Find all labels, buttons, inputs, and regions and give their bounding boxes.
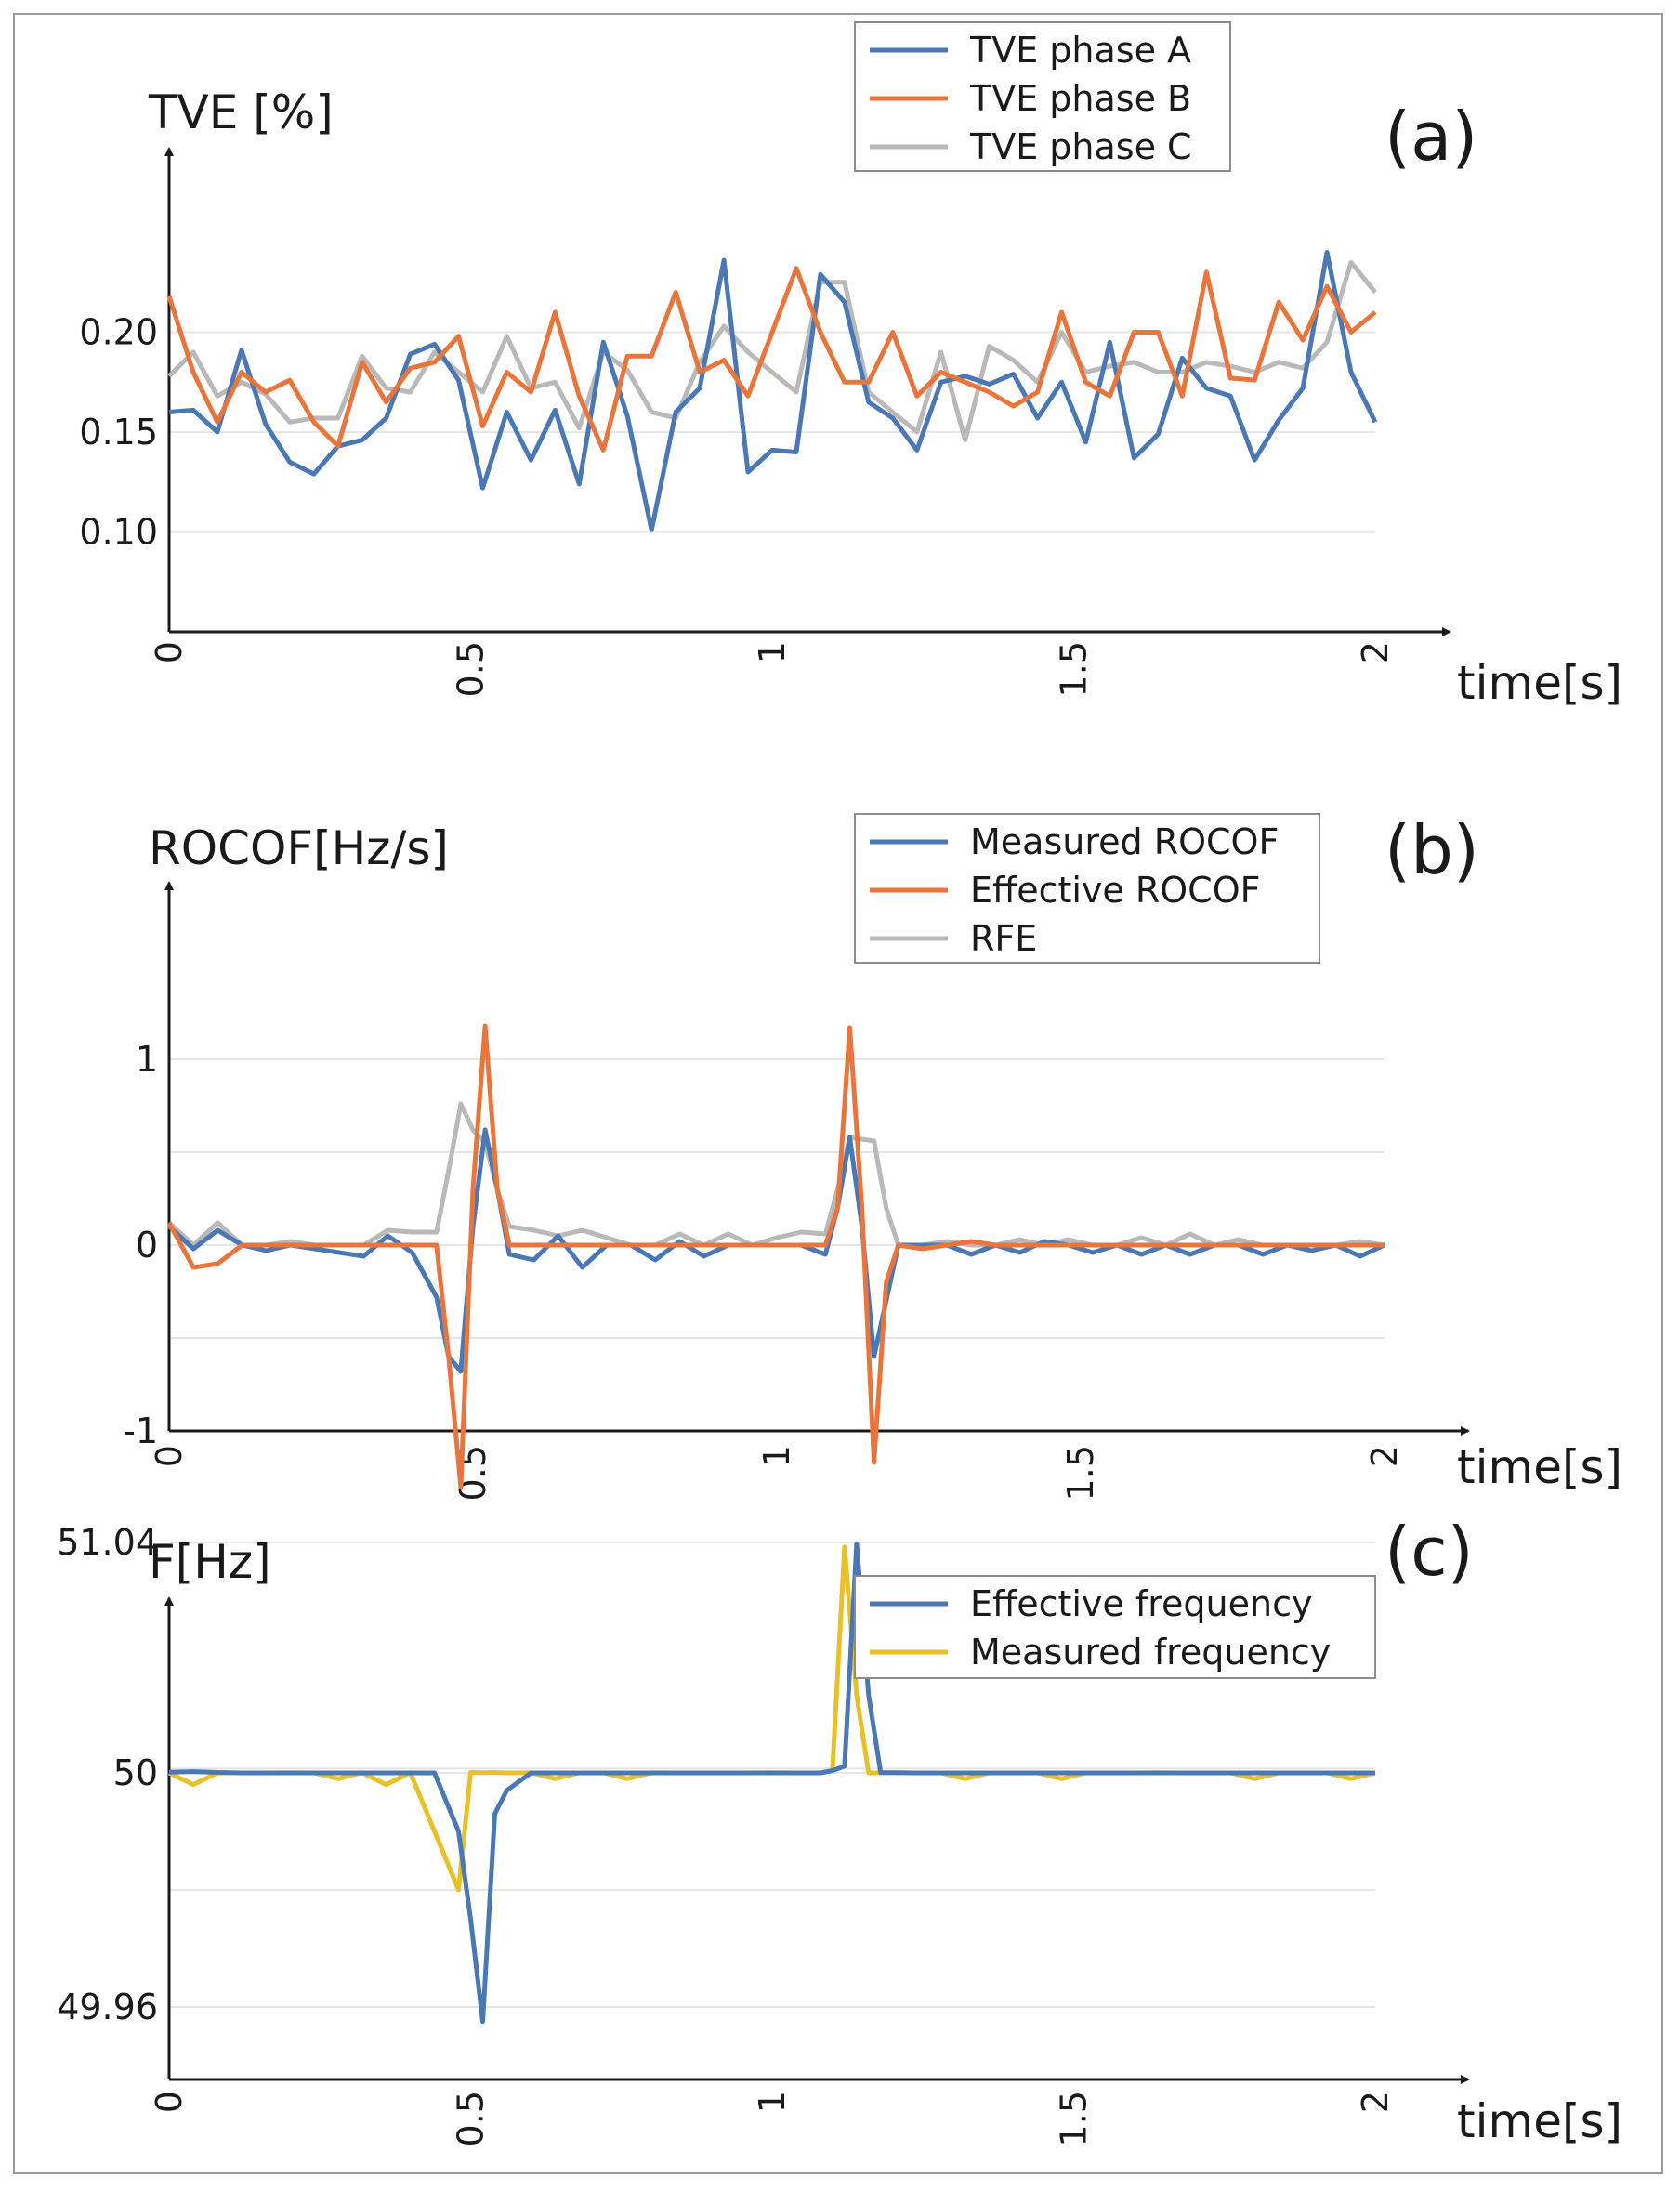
x-tick-label: 1.5 [1054,641,1095,697]
legend-label: TVE phase A [969,30,1191,71]
y-tick-label: 50 [113,1752,158,1793]
x-axis-title: time[s] [1457,656,1622,710]
y-tick-label: 51.04 [57,1522,158,1563]
x-tick-label: 1 [752,641,793,663]
legend-label: RFE [970,918,1037,959]
y-tick-label: 0.20 [79,312,158,353]
series-line-tve-phase-a [168,250,1378,532]
y-tick-label: 0 [136,1225,158,1266]
x-tick-label: 1 [752,2091,793,2113]
y-tick-label: 0.15 [79,412,158,453]
y-tick-label: 49.96 [57,1987,158,2027]
x-axis-title: time[s] [1457,1440,1622,1494]
legend: TVE phase A TVE phase B TVE phase C [854,21,1231,172]
legend-label: Effective ROCOF [970,870,1260,911]
x-tick-label: 2 [1355,641,1396,663]
series-line-rfe [167,1101,1385,1248]
legend-label: Measured ROCOF [970,821,1279,862]
y-tick-label: 0.10 [79,512,158,553]
series-line-tve-phase-b [166,266,1377,453]
chart-panel-0: 0.10 0.15 0.20 0 0.5 1 1.5 2 TVE [%] time[s] (a) TV… [79,21,1622,710]
x-tick-label: 1.5 [1060,1445,1101,1501]
x-tick-label: 0 [149,641,190,663]
legend: Effective frequency Measured frequency [854,1575,1376,1679]
legend-label: Effective frequency [970,1583,1312,1624]
legend: Measured ROCOF Effective ROCOF RFE [854,813,1320,964]
x-tick-label: 0.5 [451,2091,492,2146]
y-axis-title: TVE [%] [148,85,334,139]
x-tick-label: 0 [149,2091,190,2113]
x-tick-label: 2 [1364,1445,1405,1467]
x-tick-label: 1 [756,1445,797,1467]
y-axis-title: F[Hz] [149,1535,271,1589]
series-line-effective-frequency [168,1541,1375,2025]
x-tick-label: 0 [149,1445,190,1467]
y-tick-label: 1 [136,1039,158,1080]
legend-label: TVE phase B [969,78,1191,119]
legend-label: Measured frequency [970,1632,1331,1673]
y-tick-label: -1 [123,1410,158,1451]
series-line-measured-rocof [167,1127,1386,1374]
panel-label: (c) [1385,1513,1474,1591]
series-line-effective-rocof [166,1023,1385,1489]
panel-label: (a) [1385,98,1477,176]
y-axis-title: ROCOF[Hz/s] [149,821,449,875]
series-line-tve-phase-c [167,259,1377,443]
panel-label: (b) [1385,811,1479,889]
x-tick-label: 0.5 [451,641,492,697]
x-tick-label: 1.5 [1054,2091,1095,2146]
legend-box [854,1575,1376,1679]
legend-label: TVE phase C [969,126,1192,167]
x-tick-label: 2 [1355,2091,1396,2113]
x-axis-title: time[s] [1457,2094,1622,2148]
